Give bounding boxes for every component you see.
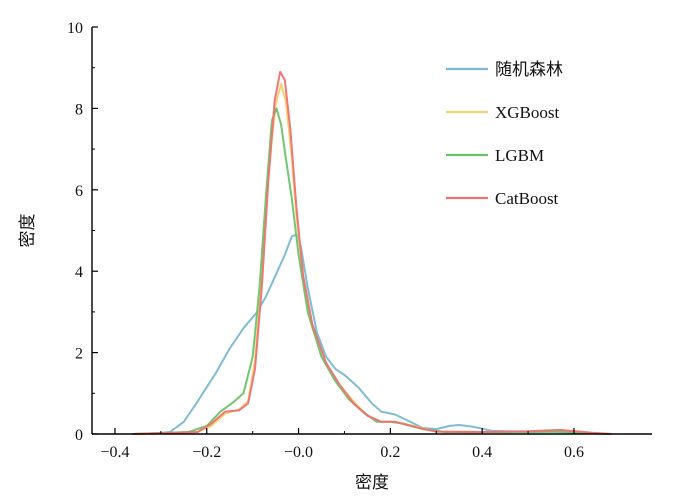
- x-axis-title: 密度: [355, 473, 389, 493]
- ticks: −0.4 −0.2 −0.0 0.2 0.4 0.6 0 2 4 6 8 10: [67, 20, 584, 461]
- legend-label-0: 随机森林: [495, 60, 563, 79]
- y-tick-label-2: 4: [75, 264, 83, 281]
- y-tick-label-4: 8: [75, 101, 83, 118]
- series-line-3: [132, 70, 612, 435]
- x-tick-label-3: 0.2: [380, 444, 400, 461]
- x-tick-label-5: 0.6: [564, 444, 584, 461]
- legend-label-1: XGBoost: [495, 103, 560, 122]
- x-tick-label-4: 0.4: [472, 444, 492, 461]
- legend-label-2: LGBM: [495, 146, 544, 165]
- x-tick-label-2: −0.0: [284, 444, 313, 461]
- y-tick-label-0: 0: [75, 427, 83, 444]
- plot-lines: [132, 70, 612, 435]
- x-tick-label-0: −0.4: [100, 444, 129, 461]
- y-tick-label-5: 10: [67, 20, 83, 37]
- legend-label-3: CatBoost: [495, 189, 559, 208]
- series-line-0: [150, 233, 612, 435]
- y-tick-label-1: 2: [75, 346, 83, 363]
- legend: 随机森林 XGBoost LGBM CatBoost: [446, 60, 563, 208]
- series-line-1: [132, 83, 612, 435]
- axes: [91, 27, 652, 435]
- y-tick-label-3: 6: [75, 183, 83, 200]
- x-tick-label-1: −0.2: [192, 444, 221, 461]
- y-axis-title: 密度: [18, 214, 38, 248]
